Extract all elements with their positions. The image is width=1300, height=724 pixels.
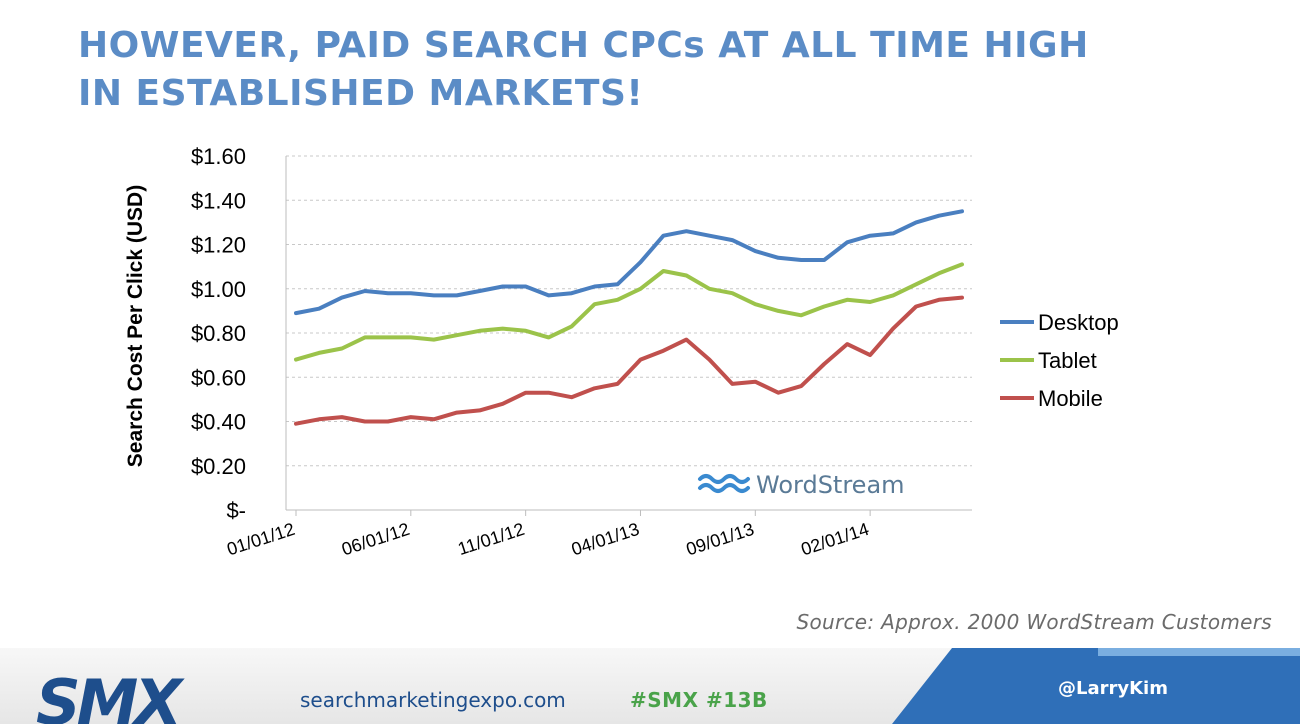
y-tick-label: $0.60 bbox=[191, 365, 246, 390]
cpc-line-chart: $- $0.20 $0.40 $0.60 $0.80 $1.00 $1.20 $1.40 $1.… bbox=[124, 144, 1119, 560]
series-line-desktop bbox=[294, 209, 964, 316]
slide-title-line-2: IN ESTABLISHED MARKETS! bbox=[78, 73, 644, 114]
series-line-tablet bbox=[294, 262, 964, 362]
source-note: Source: Approx. 2000 WordStream Customer… bbox=[796, 610, 1272, 634]
handle-banner bbox=[892, 648, 1300, 724]
series-line-mobile bbox=[294, 295, 964, 426]
y-tick-label: $0.40 bbox=[191, 410, 246, 435]
x-tick-label: 04/01/13 bbox=[569, 519, 642, 560]
x-tick-label: 06/01/12 bbox=[339, 519, 412, 560]
y-tick-label: $- bbox=[226, 498, 246, 523]
handle-stripe bbox=[1098, 648, 1300, 656]
y-tick-label: $0.20 bbox=[191, 454, 246, 479]
x-axis: 01/01/12 06/01/12 11/01/12 04/01/13 09/01/13… bbox=[224, 509, 972, 560]
y-tick-label: $1.20 bbox=[191, 233, 246, 258]
y-axis: $- $0.20 $0.40 $0.60 $0.80 $1.00 $1.20 $1.40 $1.… bbox=[191, 144, 287, 523]
legend-label-mobile: Mobile bbox=[1038, 386, 1103, 411]
legend-label-desktop: Desktop bbox=[1038, 310, 1119, 335]
x-tick-label: 09/01/13 bbox=[684, 519, 757, 560]
chart-series bbox=[294, 209, 964, 426]
slide-title-line-1: HOWEVER, PAID SEARCH CPCs AT ALL TIME HI… bbox=[78, 25, 1089, 66]
wordstream-logo-text: WordStream bbox=[756, 471, 905, 499]
footer-bar: SMX searchmarketingexpo.com #SMX #13B @L… bbox=[0, 648, 1300, 724]
legend-label-tablet: Tablet bbox=[1038, 348, 1097, 373]
footer-url: searchmarketingexpo.com bbox=[300, 688, 566, 712]
footer-hashtags: #SMX #13B bbox=[630, 688, 768, 712]
smx-logo: SMX bbox=[36, 666, 182, 724]
x-tick-label: 01/01/12 bbox=[224, 519, 297, 560]
x-tick-label: 02/01/14 bbox=[799, 519, 872, 560]
wordstream-watermark: WordStream bbox=[698, 471, 905, 499]
chart-legend: Desktop Tablet Mobile bbox=[1000, 310, 1119, 411]
y-tick-label: $1.60 bbox=[191, 144, 246, 169]
slide-title: HOWEVER, PAID SEARCH CPCs AT ALL TIME HI… bbox=[78, 22, 1258, 118]
chart-grid bbox=[286, 155, 972, 467]
y-tick-label: $1.00 bbox=[191, 277, 246, 302]
twitter-handle: @LarryKim bbox=[1058, 678, 1168, 699]
wordstream-wave-icon bbox=[698, 474, 750, 493]
x-tick-label: 11/01/12 bbox=[455, 519, 527, 559]
y-tick-label: $1.40 bbox=[191, 188, 246, 213]
y-axis-label: Search Cost Per Click (USD) bbox=[124, 185, 147, 467]
y-tick-label: $0.80 bbox=[191, 321, 246, 346]
